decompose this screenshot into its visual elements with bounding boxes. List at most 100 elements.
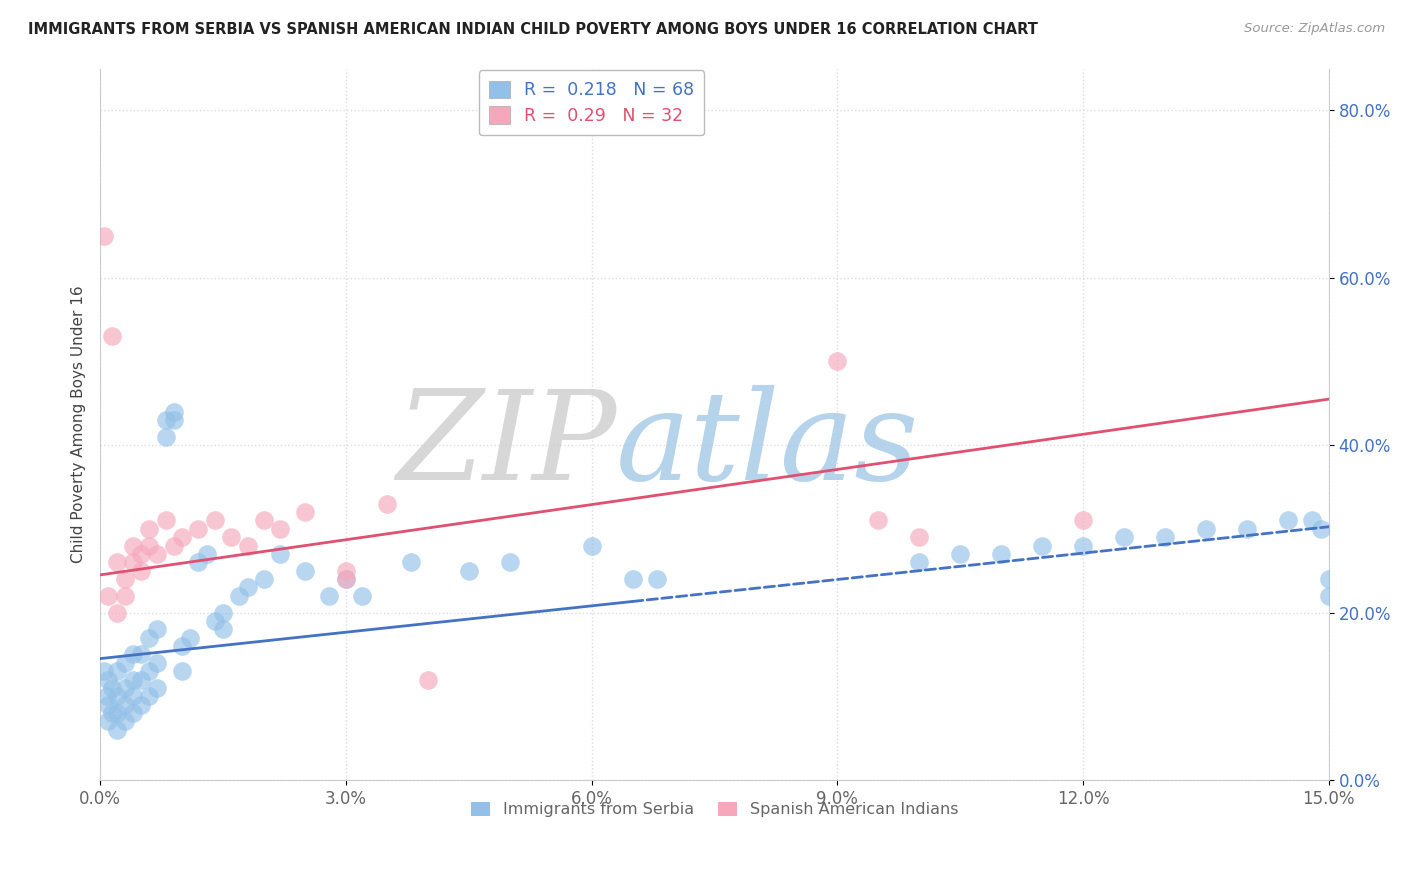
Point [114,656,136,670]
Point [1317,572,1340,586]
Text: ZIP: ZIP [395,384,616,507]
Point [1317,589,1340,603]
Point [163,405,186,419]
Point [1195,522,1218,536]
Point [97,673,120,687]
Point [236,581,259,595]
Point [187,555,209,569]
Point [138,690,160,704]
Point [105,690,128,704]
Point [97,589,120,603]
Point [105,723,128,737]
Point [204,514,226,528]
Point [212,606,235,620]
Point [114,589,136,603]
Point [170,664,193,678]
Point [212,622,235,636]
Point [236,539,259,553]
Point [1071,514,1094,528]
Text: atlas: atlas [616,384,920,507]
Point [1309,522,1331,536]
Point [122,648,145,662]
Point [101,681,124,695]
Point [129,673,152,687]
Point [1301,514,1323,528]
Point [105,664,128,678]
Point [138,664,160,678]
Point [335,572,357,586]
Point [1154,530,1177,544]
Point [335,564,357,578]
Point [138,631,160,645]
Point [129,564,152,578]
Point [868,514,890,528]
Point [908,555,931,569]
Point [170,530,193,544]
Point [114,572,136,586]
Point [1236,522,1258,536]
Point [146,547,169,561]
Point [581,539,603,553]
Point [105,555,128,569]
Point [155,413,177,427]
Point [146,656,169,670]
Point [187,522,209,536]
Point [228,589,250,603]
Point [253,514,276,528]
Point [908,530,931,544]
Point [146,622,169,636]
Text: Source: ZipAtlas.com: Source: ZipAtlas.com [1244,22,1385,36]
Point [352,589,374,603]
Point [1112,530,1135,544]
Point [93,664,115,678]
Point [645,572,668,586]
Point [204,614,226,628]
Point [294,564,316,578]
Point [416,673,439,687]
Point [122,555,145,569]
Point [163,413,186,427]
Point [318,589,340,603]
Y-axis label: Child Poverty Among Boys Under 16: Child Poverty Among Boys Under 16 [72,285,86,563]
Point [621,572,644,586]
Point [195,547,218,561]
Point [170,639,193,653]
Point [949,547,972,561]
Point [269,547,291,561]
Point [163,539,186,553]
Point [93,228,115,243]
Point [990,547,1012,561]
Point [138,522,160,536]
Point [1031,539,1053,553]
Point [101,706,124,720]
Point [457,564,479,578]
Point [138,539,160,553]
Legend: Immigrants from Serbia, Spanish American Indians: Immigrants from Serbia, Spanish American… [463,794,966,825]
Point [105,706,128,720]
Point [97,714,120,729]
Point [219,530,242,544]
Point [499,555,522,569]
Point [114,681,136,695]
Point [129,648,152,662]
Point [335,572,357,586]
Point [129,547,152,561]
Point [122,690,145,704]
Point [1071,539,1094,553]
Point [114,714,136,729]
Text: IMMIGRANTS FROM SERBIA VS SPANISH AMERICAN INDIAN CHILD POVERTY AMONG BOYS UNDER: IMMIGRANTS FROM SERBIA VS SPANISH AMERIC… [28,22,1038,37]
Point [101,329,124,343]
Point [401,555,423,569]
Point [122,539,145,553]
Point [146,681,169,695]
Point [122,673,145,687]
Point [129,698,152,712]
Point [827,354,849,368]
Point [155,514,177,528]
Point [97,698,120,712]
Point [294,505,316,519]
Point [253,572,276,586]
Point [155,430,177,444]
Point [269,522,291,536]
Point [122,706,145,720]
